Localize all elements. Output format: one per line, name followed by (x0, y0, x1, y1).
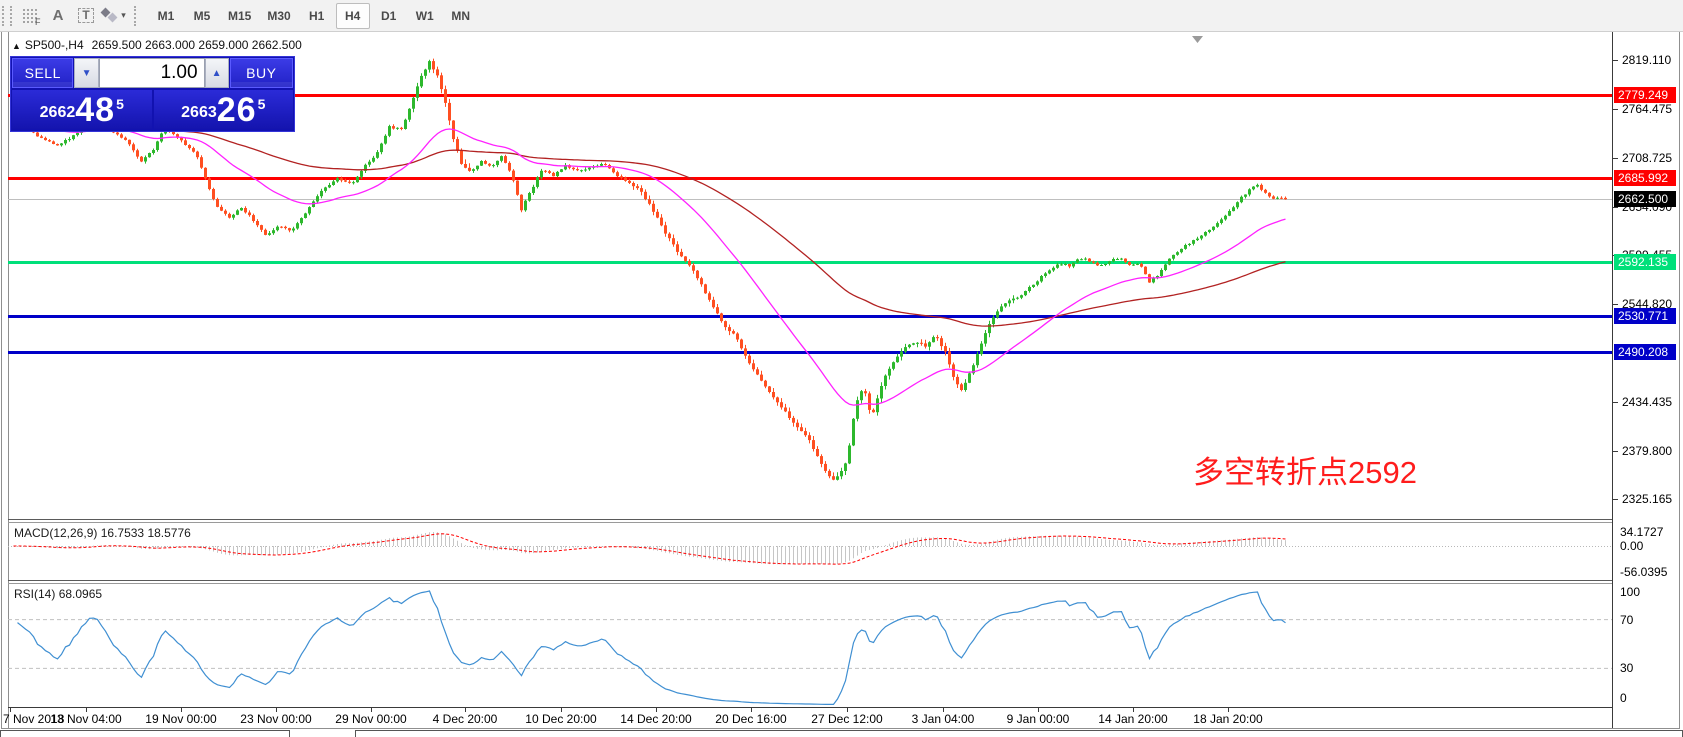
dot-grid-icon: F (21, 8, 41, 27)
moving-averages (13, 123, 1286, 406)
rsi-axis-label: 100 (1620, 585, 1641, 599)
buy-price-point: 5 (257, 96, 266, 112)
price-axis-label: 2379.800 (1622, 443, 1673, 458)
volume-increase-button[interactable]: ▲ (204, 58, 229, 88)
rsi-label: RSI(14) 68.0965 (14, 587, 103, 601)
chart-frame (1, 31, 1680, 729)
time-axis-label: 14 Jan 20:00 (1098, 712, 1168, 726)
timeframe-button-m15[interactable]: M15 (228, 8, 252, 23)
toolbar-drag-handle[interactable] (2, 5, 12, 26)
rsi-axis-label: 0 (1620, 691, 1627, 705)
time-axis-label: 10 Dec 20:00 (525, 712, 597, 726)
text-label-icon: T (78, 8, 94, 23)
time-axis-label: 13 Nov 04:00 (50, 712, 122, 726)
text-a-icon: A (52, 7, 64, 24)
timeframe-button-m30[interactable]: M30 (267, 8, 291, 23)
candlesticks (12, 58, 1287, 481)
horizontal-level-lines (8, 94, 1612, 354)
time-axis-label: 9 Jan 00:00 (1006, 712, 1070, 726)
time-axis-label: 7 Nov 2018 (3, 712, 65, 726)
price-axis-label: 2544.820 (1622, 296, 1673, 311)
rsi-value: 68.0965 (58, 587, 103, 601)
price-axis-label: 2325.165 (1622, 492, 1673, 507)
buy-price-main: 2663 (181, 104, 217, 121)
spin-up-icon: ▲ (211, 67, 222, 79)
timeframe-button-w1[interactable]: W1 (415, 8, 434, 23)
annotation-text: 多空转折点2592 (1193, 455, 1417, 490)
time-axis-label: 4 Dec 20:00 (432, 712, 498, 726)
rsi-axis-label: 70 (1620, 612, 1634, 627)
macd-signal-value: 18.5776 (147, 526, 191, 540)
shapes-icon (100, 7, 118, 23)
time-axis-label: 29 Nov 00:00 (335, 712, 407, 726)
price-axis-label: 2764.475 (1622, 101, 1673, 116)
macd-axis-label: 34.1727 (1620, 525, 1664, 539)
volume-decrease-button[interactable]: ▼ (74, 58, 99, 88)
time-axis-label: 14 Dec 20:00 (620, 712, 692, 726)
toolbar-separator (134, 5, 142, 26)
timeframe-button-mn[interactable]: MN (451, 8, 471, 23)
toolbar: F A T ▾ M1 M5 M15 M30 H1 H4 D1 W1 MN (0, 0, 1683, 32)
buy-button[interactable]: BUY (229, 58, 293, 88)
expand-marker-icon[interactable]: ▲ (12, 41, 21, 51)
time-axis-label: 3 Jan 04:00 (911, 712, 975, 726)
ohlc-values: 2659.500 2663.000 2659.000 2662.500 (91, 38, 302, 52)
macd-axis-label: -56.0395 (1620, 565, 1668, 579)
rsi-plot (8, 590, 1612, 706)
rsi-axis-label: 30 (1620, 661, 1634, 676)
symbol-period: SP500-,H4 (24, 38, 84, 52)
chart-header: ▲ SP500-,H4 2659.500 2663.000 2659.000 266… (12, 38, 302, 52)
price-axis-label: 2708.725 (1622, 151, 1673, 166)
macd-axis-label: 0.00 (1620, 539, 1644, 553)
sell-button[interactable]: SELL (12, 58, 74, 88)
buy-price-display[interactable]: 2663 26 5 (153, 90, 293, 129)
price-axis-label: 2819.110 (1622, 53, 1672, 68)
spin-down-icon: ▼ (81, 67, 92, 79)
indicators-grid-icon[interactable]: F (17, 3, 43, 29)
timeframe-button-m5[interactable]: M5 (193, 8, 211, 23)
chevron-down-icon: ▾ (121, 10, 126, 20)
axis-ticks (10, 60, 1618, 712)
docked-window-edge-right (355, 730, 1683, 737)
sell-price-main: 2662 (39, 104, 76, 121)
timeframe-button-h1[interactable]: H1 (309, 8, 325, 23)
price-badge: 2530.771 (1614, 308, 1676, 325)
timeframe-button-d1[interactable]: D1 (381, 8, 397, 23)
chart-shift-marker-icon[interactable] (1192, 36, 1203, 43)
buy-price-pips: 26 (216, 91, 257, 129)
price-badge: 2685.992 (1614, 170, 1676, 187)
price-badge: 2490.208 (1614, 344, 1676, 361)
sell-price-pips: 48 (75, 91, 116, 129)
macd-plot (8, 532, 1612, 565)
time-axis-label: 18 Jan 20:00 (1193, 712, 1263, 726)
time-axis-label: 23 Nov 00:00 (240, 712, 312, 726)
docked-window-edge-left (0, 730, 290, 737)
price-badge: 2592.135 (1614, 253, 1676, 270)
price-badge: 2662.500 (1614, 191, 1676, 208)
macd-main-value: 16.7533 (100, 526, 145, 540)
timeframe-button-h4[interactable]: H4 (335, 2, 370, 29)
shapes-tool-button[interactable]: ▾ (100, 3, 127, 29)
sell-price-display[interactable]: 2662 48 5 (12, 90, 152, 129)
text-label-tool-button[interactable]: T (73, 3, 99, 29)
price-badge: 2779.249 (1614, 87, 1676, 104)
time-axis-label: 27 Dec 12:00 (811, 712, 883, 726)
sell-price-point: 5 (116, 96, 124, 112)
time-axis-label: 19 Nov 00:00 (145, 712, 217, 726)
text-tool-button[interactable]: A (45, 3, 71, 29)
volume-input[interactable] (98, 58, 205, 88)
timeframe-button-group: M1 M5 M15 M30 H1 H4 D1 W1 MN (148, 2, 479, 29)
time-axis-label: 20 Dec 16:00 (715, 712, 787, 726)
price-axis-label: 2434.435 (1622, 395, 1673, 409)
macd-label: MACD(12,26,9) 16.7533 18.5776 (14, 526, 191, 540)
timeframe-button-m1[interactable]: M1 (157, 8, 175, 23)
